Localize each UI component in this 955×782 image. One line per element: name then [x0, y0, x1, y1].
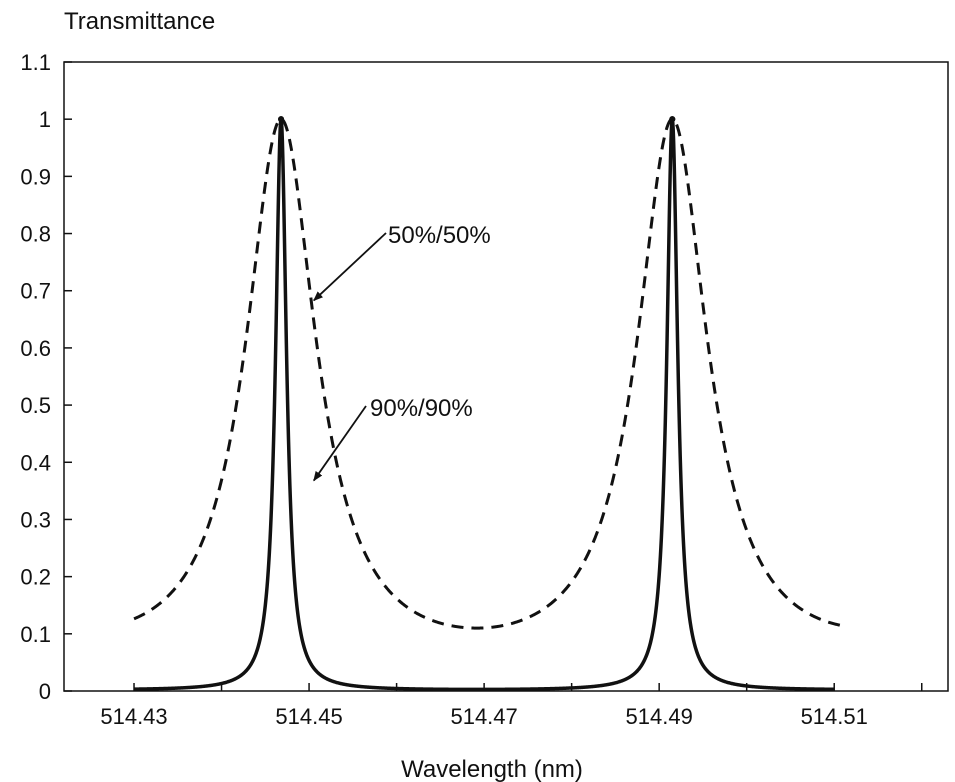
peak-point [669, 116, 676, 123]
y-tick-label: 0.3 [20, 507, 51, 532]
x-tick-label: 514.49 [626, 704, 693, 729]
x-tick-label: 514.51 [801, 704, 868, 729]
x-tick-label: 514.43 [100, 704, 167, 729]
y-axis-ticks: 0 0.1 0.2 0.3 0.4 0.5 0.6 0.7 0.8 0.9 1 1.1 [20, 50, 72, 704]
x-axis-ticks: 514.43 514.45 514.47 514.49 514.51 [100, 683, 923, 729]
y-tick-label: 1 [39, 107, 51, 132]
series-line-dashed [132, 117, 845, 630]
y-tick-label: 0.8 [20, 222, 51, 247]
y-tick-label: 0.2 [20, 565, 51, 590]
plot-frame [63, 61, 949, 692]
series-line-solid [132, 117, 836, 692]
annotation-label: 50%/50% [388, 222, 491, 249]
y-tick-label: 0.4 [20, 450, 51, 475]
y-tick-label: 0.7 [20, 279, 51, 304]
annotation-label: 90%/90% [370, 395, 473, 422]
y-tick-label: 0.6 [20, 336, 51, 361]
y-tick-label: 0.9 [20, 164, 51, 189]
x-tick-label: 514.45 [275, 704, 342, 729]
x-axis-label: Wavelength (nm) [401, 756, 583, 782]
x-tick-label: 514.47 [450, 704, 517, 729]
y-axis-label: Transmittance [64, 8, 215, 35]
y-tick-label: 1.1 [20, 50, 51, 75]
y-tick-label: 0 [39, 679, 51, 704]
y-tick-label: 0.5 [20, 393, 51, 418]
annotation-arrow [313, 405, 367, 482]
annotation-arrow [313, 232, 387, 302]
series-layer [132, 116, 845, 692]
y-tick-label: 0.1 [20, 622, 51, 647]
annotation-layer: 50%/50% 90%/90% [313, 222, 491, 482]
peak-point [278, 116, 285, 123]
